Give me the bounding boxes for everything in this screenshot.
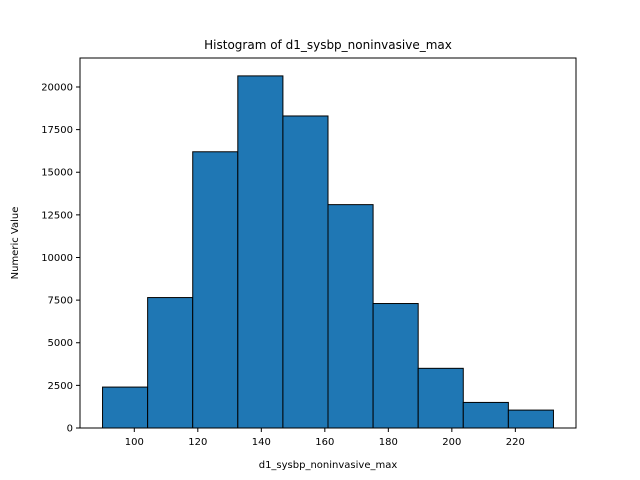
x-tick-label: 220 <box>506 437 525 448</box>
histogram-bar <box>147 297 194 429</box>
bars-group <box>102 75 554 429</box>
x-tick-label: 140 <box>252 437 271 448</box>
x-tick-label: 180 <box>379 437 398 448</box>
histogram-bar <box>192 151 239 429</box>
y-tick-label: 17500 <box>41 125 73 136</box>
histogram-bar <box>237 75 284 429</box>
y-axis-label: Numeric Value <box>10 207 21 280</box>
histogram-bar <box>462 401 509 429</box>
histogram-bar <box>417 367 464 429</box>
histogram-bar <box>507 409 554 429</box>
plot-frame <box>79 57 577 429</box>
x-tick-label: 160 <box>315 437 334 448</box>
y-tick-label: 2500 <box>48 381 73 392</box>
y-tick-label: 10000 <box>41 253 73 264</box>
y-tick-label: 20000 <box>41 82 73 93</box>
y-tick-label: 12500 <box>41 210 73 221</box>
x-axis: 100 120 140 160 180 200 220 <box>125 428 525 448</box>
y-tick-label: 0 <box>67 424 73 435</box>
histogram-bar <box>282 115 329 429</box>
y-axis: 0 2500 5000 7500 10000 12500 15000 17500 20000 <box>41 82 80 435</box>
y-tick-label: 7500 <box>48 296 73 307</box>
x-tick-label: 100 <box>125 437 144 448</box>
x-tick-label: 200 <box>442 437 461 448</box>
chart-title: Histogram of d1_sysbp_noninvasive_max <box>204 38 452 52</box>
histogram-bar <box>102 386 149 429</box>
x-tick-label: 120 <box>188 437 207 448</box>
x-axis-label: d1_sysbp_noninvasive_max <box>259 460 398 471</box>
y-tick-label: 5000 <box>48 338 73 349</box>
y-tick-label: 15000 <box>41 168 73 179</box>
histogram-bar <box>327 204 374 429</box>
histogram-bar <box>372 303 419 429</box>
